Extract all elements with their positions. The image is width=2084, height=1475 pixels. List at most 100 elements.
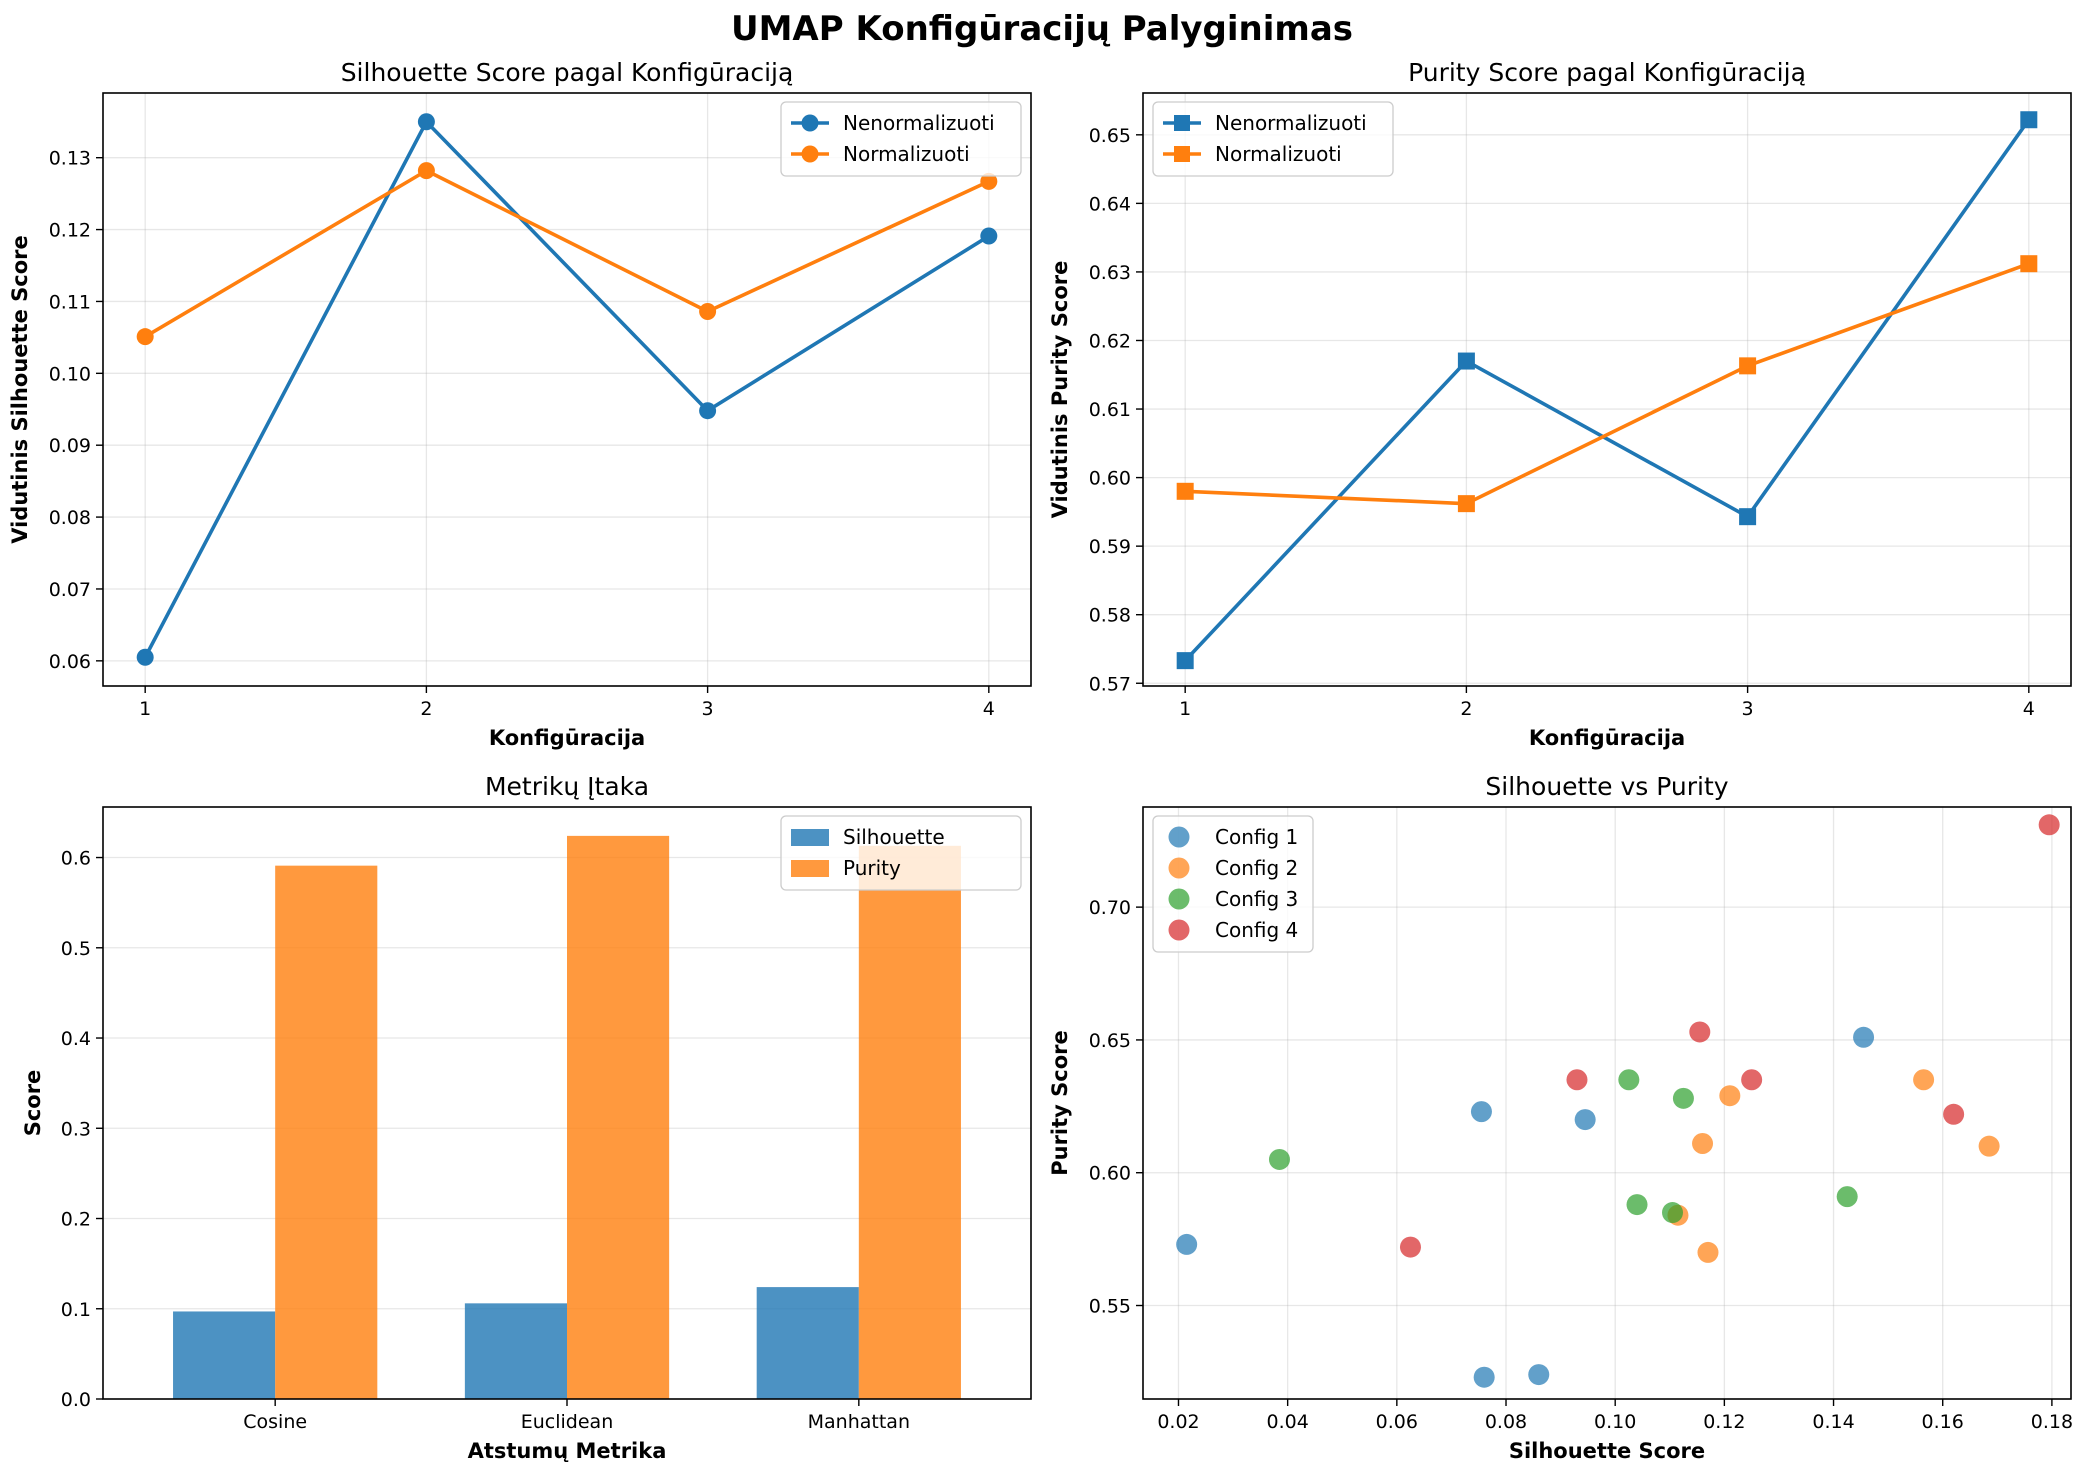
chart-1-series-1-point — [1739, 357, 1757, 375]
chart-2-axes-frame — [102, 806, 1032, 1400]
chart-2-ytick-label: 0.0 — [61, 1389, 91, 1411]
chart-2-xtick-label: Cosine — [243, 1411, 307, 1433]
chart-0-ytick-label: 0.13 — [49, 148, 91, 170]
chart-1-series-1-point — [2020, 255, 2038, 273]
chart-1-series-0-point — [1739, 508, 1757, 526]
legend-marker — [1168, 857, 1190, 879]
chart-1-series-0-point — [1457, 352, 1475, 370]
chart-0-series-0-point — [699, 402, 717, 420]
chart-3-series-0-point — [1853, 1026, 1875, 1048]
chart-0-axes-frame — [102, 92, 1032, 687]
chart-3-title: Silhouette vs Purity — [1485, 772, 1728, 801]
chart-0-series-1-point — [417, 162, 435, 180]
chart-1-ytick-label: 0.63 — [1089, 262, 1131, 284]
chart-0-ytick-label: 0.07 — [49, 579, 91, 601]
chart-3: Silhouette vs Purity Silhouette Score Puri… — [1048, 772, 2073, 1463]
chart-3-xtick-label: 0.10 — [1594, 1411, 1636, 1433]
chart-3-series-1-point — [1913, 1069, 1935, 1091]
chart-1-title: Purity Score pagal Konfigūraciją — [1408, 58, 1806, 87]
chart-0-xtick-label: 2 — [420, 698, 432, 720]
chart-3-series-3-point — [1566, 1069, 1588, 1091]
chart-0-ytick-label: 0.06 — [49, 651, 91, 673]
chart-0-series-1-point — [699, 303, 717, 321]
legend-label: Purity — [843, 856, 901, 880]
chart-1-legend: Nenormalizuoti Normalizuoti — [1152, 101, 1394, 177]
chart-1-series-1-line — [1185, 262, 2030, 506]
chart-2-bar-purity-0 — [275, 865, 378, 1399]
chart-3-series-0-point — [1574, 1109, 1596, 1131]
chart-0-ytick-label: 0.08 — [49, 507, 91, 529]
legend-box — [1152, 815, 1314, 953]
legend-box — [780, 815, 1022, 891]
charts-container: Silhouette Score pagal Konfigūraciją Konf… — [8, 58, 2073, 1463]
chart-3-xtick-label: 0.08 — [1485, 1411, 1527, 1433]
chart-3-xtick-label: 0.12 — [1703, 1411, 1745, 1433]
legend-marker — [1168, 888, 1190, 910]
chart-3-series-1-point — [1692, 1133, 1714, 1155]
chart-3-ytick-label: 0.55 — [1089, 1296, 1131, 1318]
chart-1: Purity Score pagal Konfigūraciją Konfigūr… — [1048, 58, 2072, 750]
chart-3-series-0-point — [1528, 1364, 1550, 1386]
legend-label: Config 4 — [1215, 918, 1298, 942]
chart-2-ytick-label: 0.2 — [61, 1209, 91, 1231]
chart-1-xlabel: Konfigūracija — [1529, 726, 1685, 750]
chart-0-ylabel: Vidutinis Silhouette Score — [8, 235, 32, 544]
legend-label: Config 1 — [1215, 825, 1298, 849]
chart-1-series-1-point — [1176, 482, 1194, 500]
chart-3-ytick-label: 0.70 — [1089, 897, 1131, 919]
chart-0-xlabel: Konfigūracija — [489, 726, 645, 750]
chart-0-series-1-point — [980, 172, 998, 190]
legend-label: Nenormalizuoti — [843, 111, 995, 135]
chart-3-series-3-point — [1741, 1069, 1763, 1091]
chart-0-ytick-label: 0.09 — [49, 435, 91, 457]
chart-0-xtick-label: 3 — [702, 698, 714, 720]
chart-3-xtick-label: 0.14 — [1812, 1411, 1854, 1433]
chart-3-series-2-point — [1618, 1069, 1640, 1091]
chart-0-legend: Nenormalizuoti Normalizuoti — [780, 101, 1022, 177]
chart-3-series-1-point — [1719, 1085, 1741, 1107]
chart-3-series-0-point — [1470, 1101, 1492, 1123]
chart-3-xlabel: Silhouette Score — [1509, 1439, 1705, 1463]
chart-1-series-0-line — [1183, 118, 2031, 662]
chart-3-series-3-point — [1943, 1103, 1965, 1125]
chart-1-ytick-label: 0.62 — [1089, 330, 1131, 352]
legend-label: Normalizuoti — [843, 142, 970, 166]
chart-3-series-1-point — [1978, 1135, 2000, 1157]
chart-3-xtick-label: 0.16 — [1922, 1411, 1964, 1433]
chart-1-ytick-label: 0.65 — [1089, 125, 1131, 147]
chart-2-bar-silhouette-1 — [464, 1303, 567, 1399]
chart-3-series-2-point — [1662, 1202, 1684, 1224]
chart-3-ytick-label: 0.60 — [1089, 1163, 1131, 1185]
chart-2-bar-silhouette-2 — [756, 1287, 859, 1399]
chart-3-legend: Config 1 Config 2 Config 3 Config 4 — [1152, 815, 1314, 953]
legend-box — [780, 101, 1022, 177]
chart-0-xtick-label: 4 — [983, 698, 995, 720]
chart-1-series-0-point — [1176, 652, 1194, 670]
chart-0-series-1-point — [136, 328, 154, 346]
chart-1-xtick-label: 1 — [1179, 698, 1191, 720]
chart-2-bar-purity-1 — [567, 835, 670, 1399]
chart-1-ytick-label: 0.57 — [1089, 673, 1131, 695]
legend-marker — [1174, 146, 1190, 162]
chart-2: Metrikų Įtaka Atstumų Metrika Score 0.0 0.1 0… — [21, 772, 1032, 1463]
figure-title: UMAP Konfigūracijų Palyginimas — [731, 9, 1353, 49]
chart-3-xtick-label: 0.06 — [1376, 1411, 1418, 1433]
chart-3-series-2-point — [1836, 1186, 1858, 1208]
chart-2-ytick-label: 0.6 — [61, 848, 91, 870]
chart-3-xtick-label: 0.18 — [2031, 1411, 2073, 1433]
chart-1-series-1-point — [1457, 495, 1475, 513]
legend-label: Config 3 — [1215, 887, 1298, 911]
chart-2-title: Metrikų Įtaka — [485, 772, 649, 801]
chart-0-series-0-point — [417, 113, 435, 131]
chart-2-legend: Silhouette Purity — [780, 815, 1022, 891]
legend-swatch — [791, 829, 829, 846]
chart-1-xtick-label: 3 — [1742, 698, 1754, 720]
chart-3-ylabel: Purity Score — [1048, 1030, 1072, 1176]
chart-2-ytick-label: 0.4 — [61, 1028, 91, 1050]
chart-3-series-2-point — [1672, 1087, 1694, 1109]
chart-0-ytick-label: 0.11 — [49, 291, 91, 313]
chart-3-axes-frame — [1142, 806, 2072, 1400]
chart-2-bar-silhouette-0 — [173, 1311, 276, 1399]
chart-1-axes-frame — [1142, 92, 2072, 687]
legend-swatch — [791, 860, 829, 877]
